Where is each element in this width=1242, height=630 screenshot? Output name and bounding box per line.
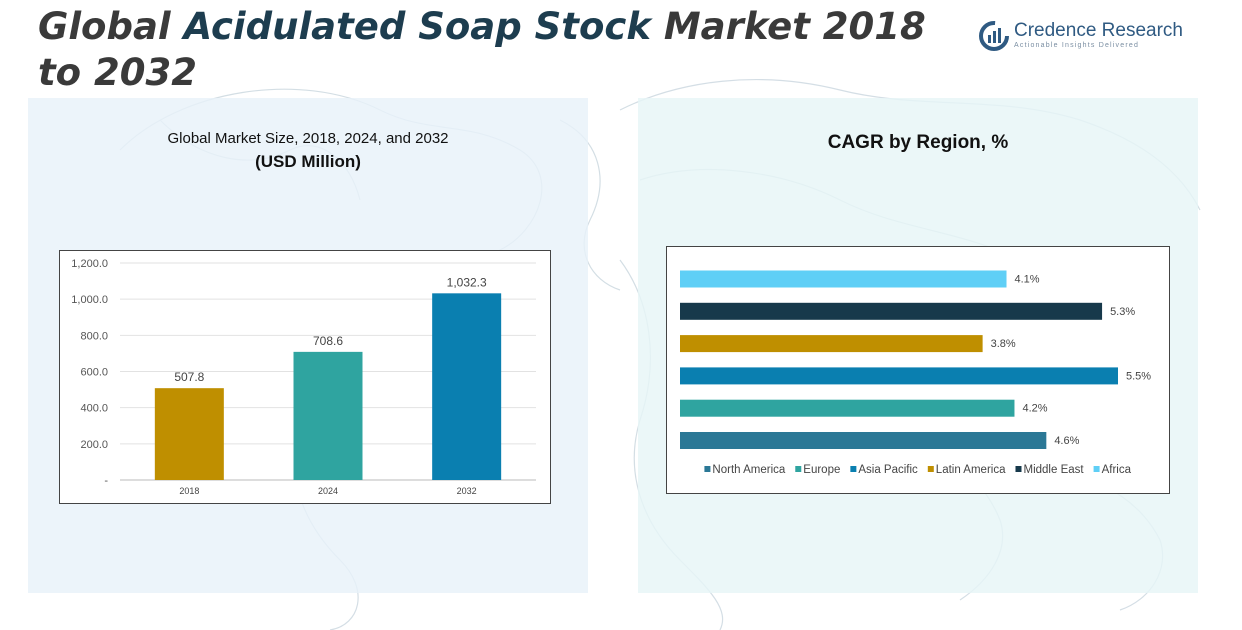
bar-value-label: 4.2% xyxy=(1022,403,1047,415)
market-size-chart-title: Global Market Size, 2018, 2024, and 2032 xyxy=(167,130,449,147)
logo-name: Credence Research xyxy=(1014,20,1183,41)
bar-2024 xyxy=(293,351,363,480)
legend-swatch xyxy=(795,466,802,472)
cagr-horizontal-bar-chart: 4.6% 4.2% 5.5% 3.8% 5.3% 4.1% North America Eur… xyxy=(680,270,1151,476)
bar-value-label: 4.6% xyxy=(1054,435,1079,447)
credence-research-logo[interactable]: Credence Research Actionable Insights De… xyxy=(978,18,1183,54)
bar-value-label: 5.5% xyxy=(1126,370,1151,382)
bar-middle-east xyxy=(680,302,1103,320)
logo-tagline: Actionable Insights Delivered xyxy=(1014,42,1140,49)
bar-value-label: 507.8 xyxy=(174,370,204,384)
bar-latin-america xyxy=(680,335,983,353)
y-tick-label: 800.0 xyxy=(80,330,108,342)
legend-label: North America xyxy=(712,464,785,476)
bar-value-label: 5.3% xyxy=(1110,306,1135,318)
legend-swatch xyxy=(850,466,857,472)
bar-north-america xyxy=(680,432,1047,449)
y-tick-label: - xyxy=(104,475,108,487)
bar-europe xyxy=(680,399,1015,417)
y-tick-label: 400.0 xyxy=(80,403,108,415)
bar-value-label: 708.6 xyxy=(313,334,343,348)
y-tick-label: 1,000.0 xyxy=(71,294,108,306)
page-title: Global Acidulated Soap Stock Market 2018… xyxy=(38,4,938,96)
legend-label: Middle East xyxy=(1023,464,1084,476)
legend-swatch xyxy=(704,466,711,472)
cagr-panel: CAGR by Region, % 4.6% 4.2% 5.5% 3.8% 5.3% 4.… xyxy=(638,98,1198,593)
bar-africa xyxy=(680,270,1007,288)
y-tick-label: 1,200.0 xyxy=(71,258,108,270)
bar-2018 xyxy=(154,388,224,480)
x-tick-label: 2032 xyxy=(457,486,477,496)
title-part-1: Global xyxy=(38,5,184,48)
market-size-panel: Global Market Size, 2018, 2024, and 2032… xyxy=(28,98,588,593)
bar-value-label: 4.1% xyxy=(1015,274,1040,286)
bar-asia-pacific xyxy=(680,367,1118,385)
y-tick-label: 600.0 xyxy=(80,367,108,379)
legend-swatch xyxy=(1015,466,1022,472)
legend-label: Latin America xyxy=(936,464,1006,476)
legend-label: Africa xyxy=(1102,464,1132,476)
bar-2032 xyxy=(432,293,502,480)
x-tick-label: 2024 xyxy=(318,486,338,496)
logo-icon xyxy=(979,21,1009,51)
x-tick-label: 2018 xyxy=(179,486,199,496)
title-accent: Acidulated Soap Stock xyxy=(183,5,651,48)
legend-swatch xyxy=(927,466,934,472)
market-size-chart-frame: - 200.0 400.0 600.0 800.0 1,000.0 1,200.0 507.8… xyxy=(59,250,551,504)
legend: North America Europe Asia Pacific Latin Ame… xyxy=(704,464,1132,476)
y-tick-label: 200.0 xyxy=(80,439,108,451)
title-part-2: Market 2018 to 2032 xyxy=(38,5,926,94)
legend-label: Europe xyxy=(803,464,840,476)
market-size-bar-chart: - 200.0 400.0 600.0 800.0 1,000.0 1,200.0 507.8… xyxy=(71,258,536,496)
legend-swatch xyxy=(1093,466,1100,472)
cagr-chart-frame: 4.6% 4.2% 5.5% 3.8% 5.3% 4.1% North America Eur… xyxy=(666,246,1170,494)
bar-value-label: 1,032.3 xyxy=(447,275,487,289)
market-size-chart-unit: (USD Million) xyxy=(255,152,361,171)
bar-value-label: 3.8% xyxy=(991,338,1016,350)
cagr-chart-title: CAGR by Region, % xyxy=(827,132,1009,153)
legend-label: Asia Pacific xyxy=(858,464,918,476)
